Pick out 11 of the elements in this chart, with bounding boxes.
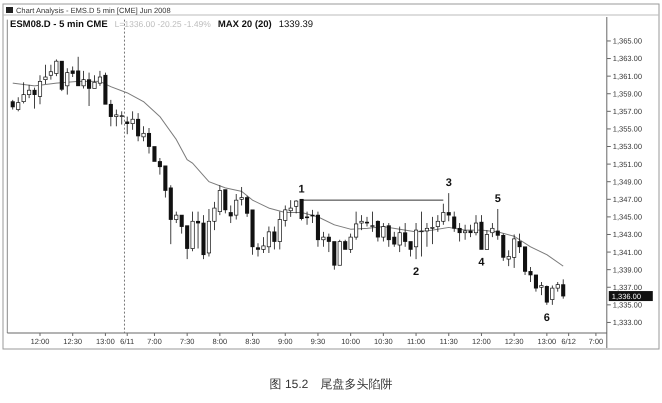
annotation: 5 bbox=[494, 192, 501, 205]
text: MAX 20 (20) bbox=[218, 19, 272, 30]
annotation: 6 bbox=[544, 312, 550, 324]
annotation: 1339.39 bbox=[278, 19, 314, 30]
annotation: 4 bbox=[478, 256, 486, 268]
chart-title: ESM08.D - 5 min CME bbox=[10, 19, 108, 30]
annotation: 1 bbox=[298, 183, 305, 196]
annotation: 2 bbox=[412, 266, 420, 278]
annotation: 3 bbox=[446, 177, 452, 190]
caption: 图 15.2 尾盘多头陷阱 bbox=[270, 377, 392, 391]
annotation: L=1336.00 -20.25 -1.49% bbox=[114, 19, 212, 29]
